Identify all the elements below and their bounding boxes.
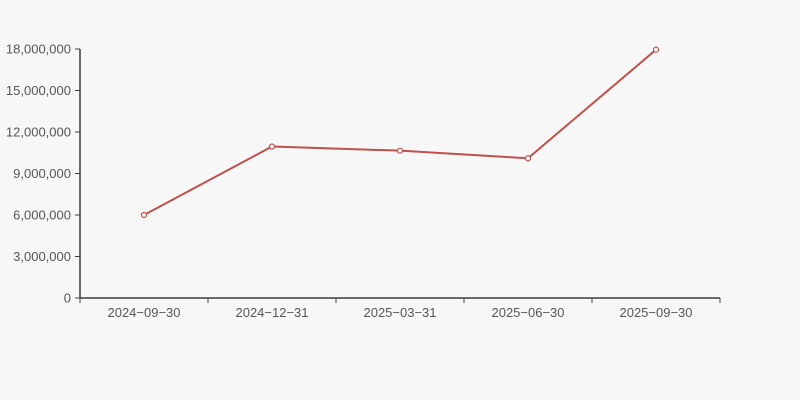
data-point-marker [268, 143, 276, 150]
y-axis-tick-label: 18,000,000 [6, 42, 71, 57]
x-axis-tick-label: 2025−09−30 [619, 305, 692, 320]
series-line [143, 48, 657, 216]
y-axis-tick-label: 12,000,000 [6, 125, 71, 140]
y-axis-tick-label: 15,000,000 [6, 83, 71, 98]
data-point-marker [524, 155, 532, 162]
y-axis-tick-label: 9,000,000 [13, 166, 71, 181]
y-axis-tick-label: 3,000,000 [13, 249, 71, 264]
data-point-marker [140, 211, 148, 219]
x-axis-tick-label: 2024−09−30 [107, 305, 180, 320]
data-point-marker [652, 46, 660, 53]
x-axis-tick-label: 2024−12−31 [235, 305, 308, 320]
x-axis-tick-label: 2025−06−30 [491, 305, 564, 320]
y-axis-tick-label: 0 [64, 291, 71, 306]
y-axis-tick-label: 6,000,000 [13, 208, 71, 223]
data-point-marker [396, 147, 404, 154]
x-axis-tick-label: 2025−03−31 [363, 305, 436, 320]
